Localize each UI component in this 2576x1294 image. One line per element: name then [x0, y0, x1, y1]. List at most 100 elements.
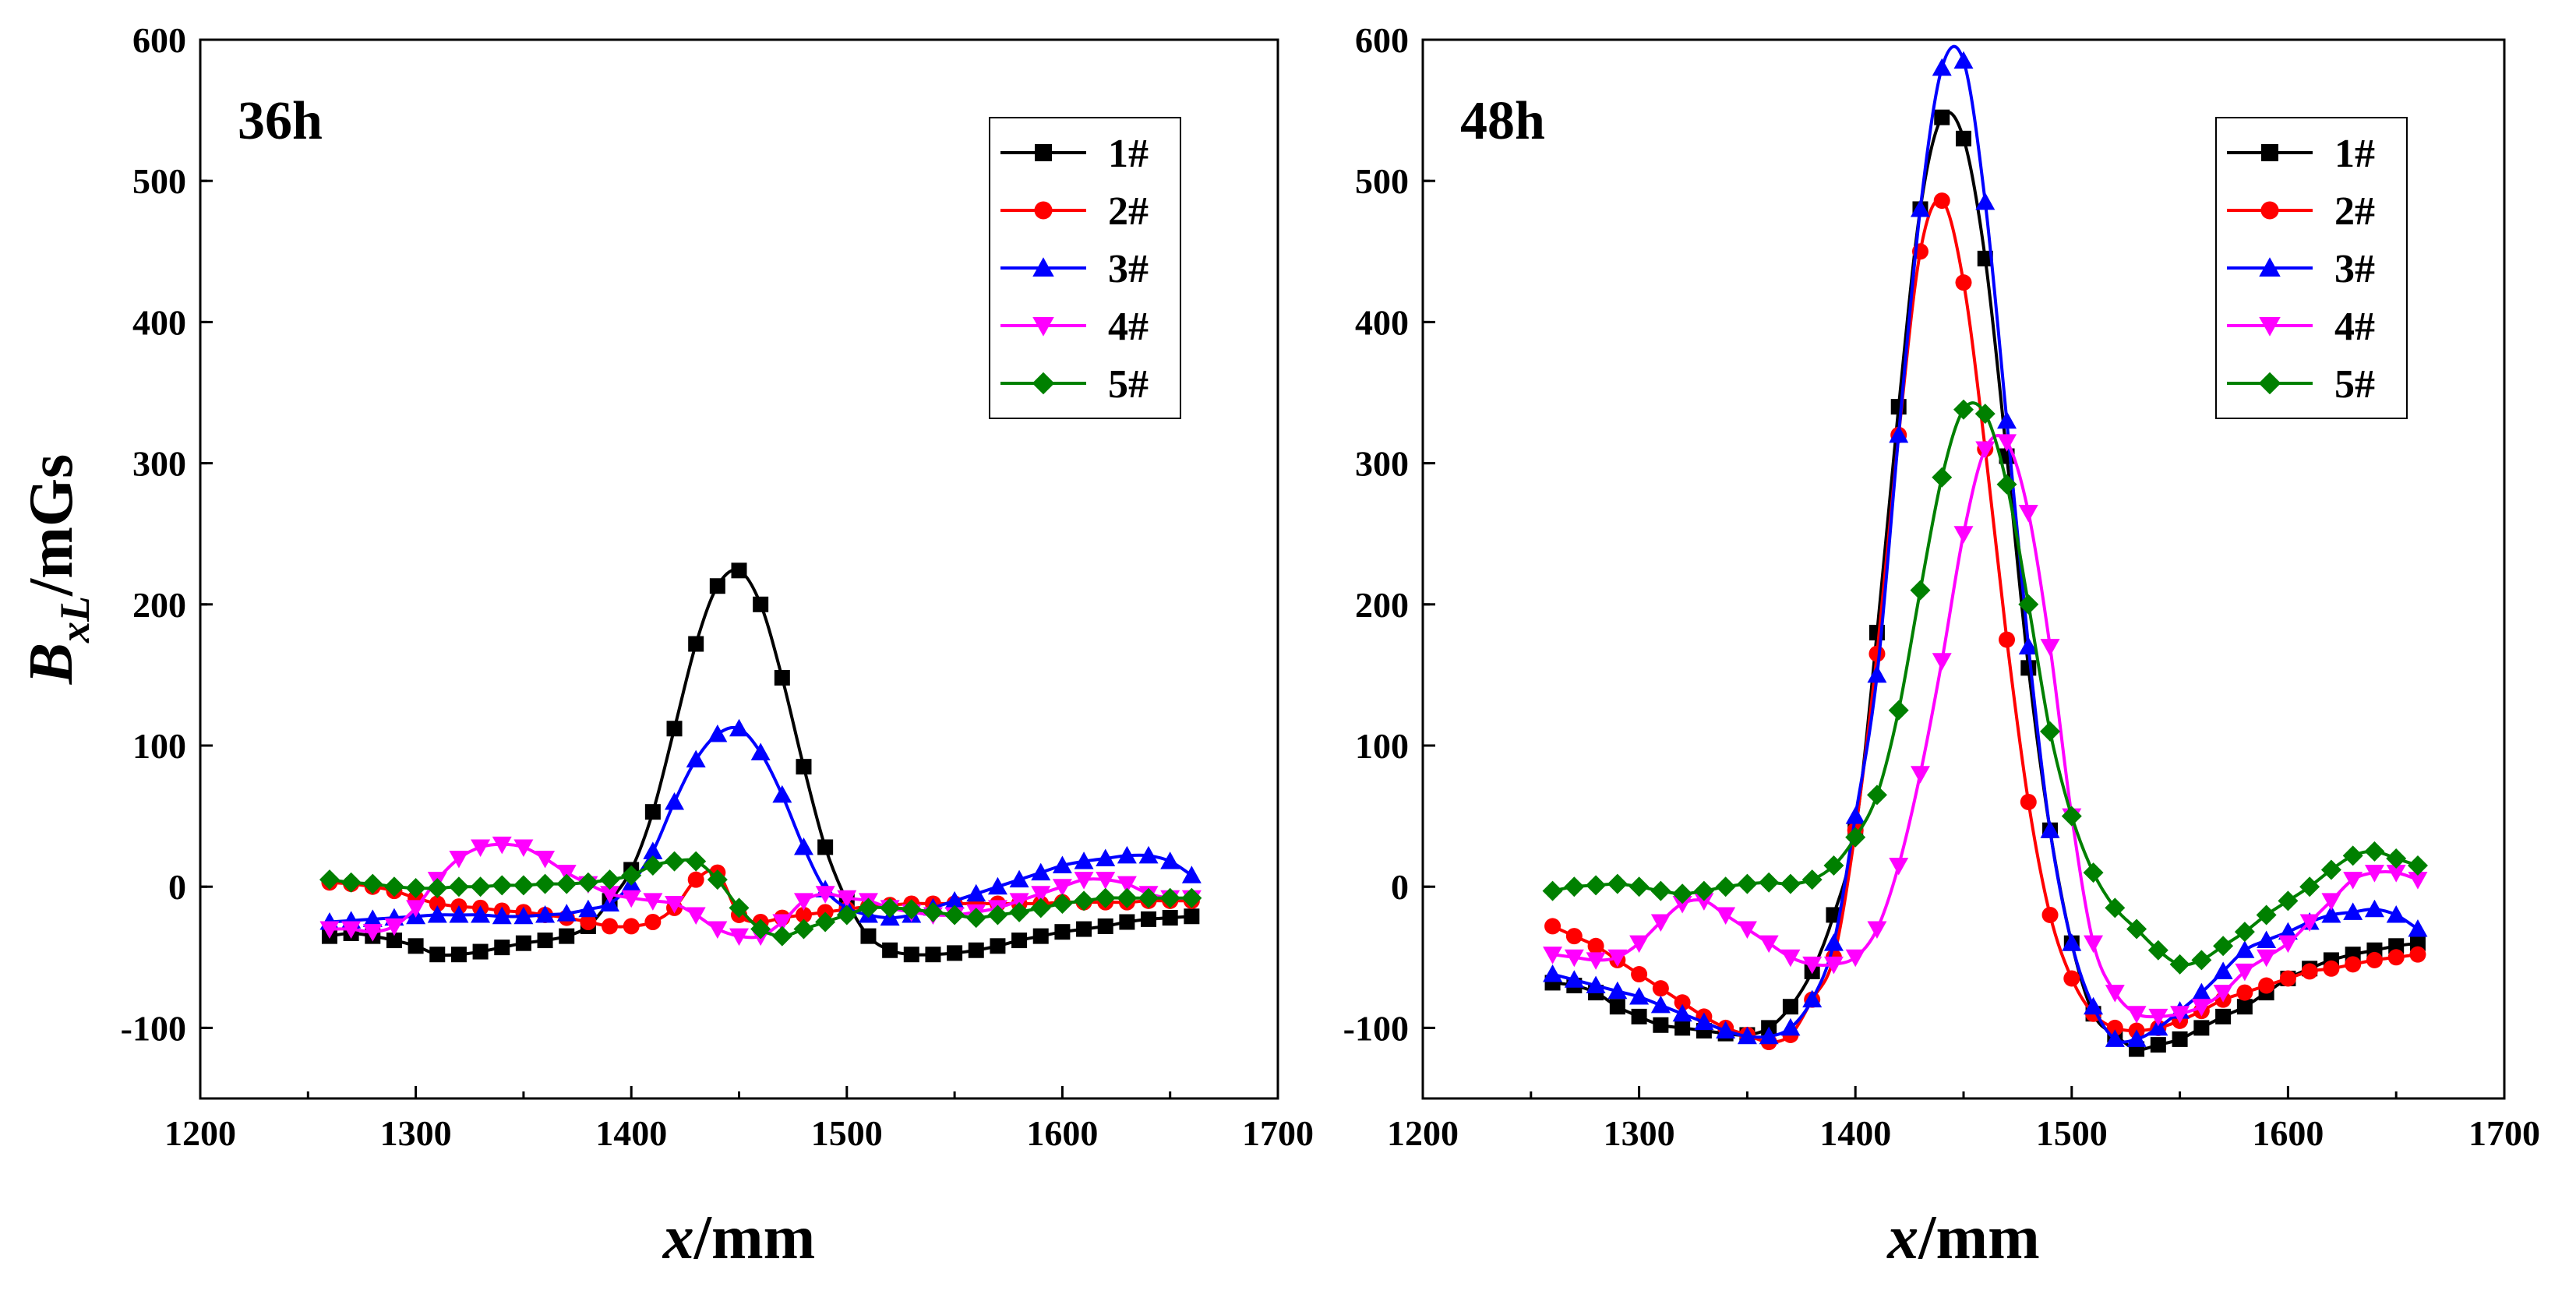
data-point-1#: [472, 943, 489, 960]
data-point-4#: [2321, 893, 2341, 911]
data-point-2#: [2063, 970, 2080, 987]
data-point-3#: [1074, 852, 1094, 869]
data-point-5#: [729, 897, 750, 918]
data-point-3#: [1759, 1026, 1779, 1045]
data-point-4#: [319, 921, 340, 940]
x-axis-title: x/mm: [1886, 1204, 2040, 1272]
data-point-1#: [2409, 935, 2426, 951]
y-tick-label: 100: [132, 726, 186, 766]
data-point-5#: [2386, 848, 2407, 869]
data-point-3#: [1975, 192, 1996, 210]
chart-48h: 1200 1300 1400 1500 1600 1700 -100 0 100 200 300 40…: [1343, 20, 2540, 1272]
data-point-3#: [1138, 845, 1159, 864]
data-point-4#: [2040, 639, 2060, 657]
data-point-3#: [1117, 845, 1137, 864]
data-point-5#: [1542, 880, 1563, 901]
data-point-1#: [386, 933, 402, 949]
data-point-2#: [2345, 956, 2362, 973]
data-point-4#: [449, 850, 469, 869]
data-point-1#: [537, 933, 553, 949]
data-point-5#: [836, 904, 857, 926]
data-point-4#: [1953, 526, 1974, 544]
data-point-5#: [1607, 873, 1628, 894]
data-point-3#: [1997, 411, 2017, 429]
data-point-2#: [2323, 960, 2340, 977]
data-point-3#: [1889, 425, 1909, 443]
data-point-4#: [621, 890, 641, 908]
y-tick-label: 500: [132, 161, 186, 201]
data-point-5#: [405, 878, 426, 899]
data-point-3#: [2148, 1017, 2168, 1036]
data-point-4#: [1009, 893, 1029, 911]
data-point-5#: [383, 876, 404, 897]
data-point-4#: [1096, 872, 1116, 890]
data-point-1#: [1956, 130, 1971, 146]
legend-label-2#: 2#: [1108, 189, 1149, 234]
data-point-4#: [2235, 963, 2255, 982]
data-point-4#: [1629, 935, 1650, 954]
data-point-5#: [362, 873, 383, 894]
data-point-4#: [1117, 876, 1137, 894]
data-point-1#: [925, 947, 941, 963]
data-point-1#: [515, 935, 531, 951]
data-point-4#: [1997, 434, 2017, 452]
data-point-4#: [406, 900, 426, 918]
data-point-4#: [2343, 872, 2363, 890]
data-point-1#: [2236, 999, 2253, 1015]
data-point-1#: [2020, 660, 2037, 676]
data-point-5#: [621, 865, 642, 886]
data-point-1#: [882, 942, 898, 958]
data-point-5#: [858, 897, 879, 918]
x-tick-label: 1300: [380, 1113, 452, 1153]
data-point-3#: [2084, 996, 2104, 1015]
legend: 1# 2# 3# 4# 5#: [2215, 117, 2408, 419]
data-point-3#: [772, 785, 792, 803]
data-point-5#: [2407, 855, 2428, 876]
data-point-5#: [987, 904, 1008, 926]
data-point-4#: [1564, 949, 1584, 968]
data-point-2#: [1565, 928, 1583, 945]
data-point-2#: [1674, 994, 1691, 1011]
data-point-3#: [708, 725, 728, 742]
data-point-4#: [1672, 895, 1692, 914]
y-tick-label: 200: [1355, 585, 1409, 625]
data-point-5#: [2278, 890, 2299, 911]
data-point-5#: [2256, 904, 2277, 926]
data-point-5#: [1672, 883, 1693, 904]
y-tick-label: 500: [1355, 161, 1409, 201]
data-point-2#: [2409, 946, 2426, 963]
data-point-1#: [1674, 1020, 1691, 1036]
data-point-4#: [1031, 886, 1051, 904]
data-point-4#: [2408, 872, 2428, 890]
data-point-2#: [795, 906, 812, 923]
data-point-4#: [686, 907, 706, 925]
data-point-5#: [1780, 873, 1801, 894]
data-point-1#: [429, 947, 446, 963]
data-point-1#: [666, 721, 683, 737]
data-point-5#: [492, 875, 513, 896]
data-point-4#: [815, 886, 835, 904]
data-point-5#: [2169, 954, 2190, 975]
legend-label-3#: 3#: [2334, 247, 2375, 291]
data-point-2#: [623, 918, 640, 935]
data-point-3#: [1867, 665, 1887, 683]
data-point-3#: [793, 837, 813, 855]
data-point-2#: [2258, 977, 2275, 994]
data-point-1#: [1097, 918, 1113, 934]
y-tick-label: 400: [1355, 302, 1409, 342]
y-tick-label: 300: [1355, 444, 1409, 484]
data-point-1#: [796, 759, 812, 775]
data-point-1#: [2172, 1031, 2188, 1047]
data-point-4#: [2018, 505, 2038, 523]
data-point-5#: [2234, 922, 2255, 943]
data-point-3#: [1096, 848, 1116, 866]
y-tick-label: 600: [1355, 20, 1409, 60]
data-point-3#: [2364, 899, 2384, 918]
data-point-3#: [966, 883, 986, 902]
data-point-1#: [903, 947, 919, 963]
data-point-4#: [643, 893, 663, 911]
data-point-3#: [578, 899, 598, 918]
data-point-5#: [901, 899, 922, 920]
data-point-3#: [987, 876, 1007, 895]
